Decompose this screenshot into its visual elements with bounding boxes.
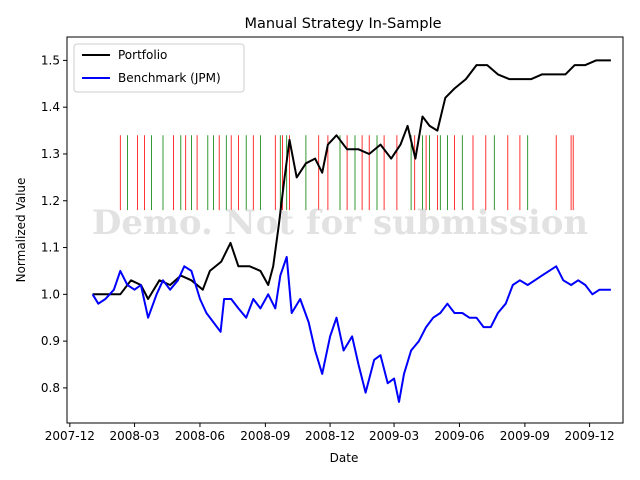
x-tick-label: 2008-12 [305, 429, 355, 443]
x-tick-label: 2009-09 [500, 429, 550, 443]
legend-portfolio-label: Portfolio [118, 48, 167, 62]
plot-background [67, 37, 623, 423]
x-tick-label: 2007-12 [45, 429, 95, 443]
plot-area: Demo. Not for submission [66, 36, 624, 424]
y-axis-label: Normalized Value [14, 178, 28, 283]
trade-markers [119, 135, 574, 211]
y-tick-label: 1.4 [41, 100, 60, 114]
series-lines [91, 59, 611, 403]
x-axis: 2007-12 2008-03 2008-06 2008-09 2008-12 2009-… [45, 423, 615, 443]
y-tick-label: 0.8 [41, 381, 60, 395]
x-tick-label: 2009-12 [565, 429, 615, 443]
x-tick-label: 2008-09 [240, 429, 290, 443]
legend-box [73, 43, 245, 93]
y-tick-label: 1.0 [41, 287, 60, 301]
x-tick-label: 2008-06 [175, 429, 225, 443]
x-axis-label: Date [330, 451, 359, 465]
chart-title: Manual Strategy In-Sample [244, 16, 441, 32]
y-axis: 0.8 0.9 1.0 1.1 1.2 1.3 1.4 1.5 [41, 53, 67, 395]
plot-frame [66, 36, 624, 424]
x-tick-label: 2009-06 [434, 429, 484, 443]
y-tick-label: 1.3 [41, 147, 60, 161]
watermark: Demo. Not for submission [92, 203, 588, 243]
y-tick-label: 0.9 [41, 334, 60, 348]
y-tick-label: 1.1 [41, 241, 60, 255]
x-tick-label: 2009-03 [369, 429, 419, 443]
y-tick-label: 1.2 [41, 194, 60, 208]
series-line-portfolio [92, 59, 611, 300]
y-tick-label: 1.5 [41, 53, 60, 67]
series-line-benchmark [91, 255, 611, 403]
x-tick-label: 2008-03 [109, 429, 159, 443]
legend: Portfolio Benchmark (JPM) [73, 43, 245, 93]
legend-benchmark-label: Benchmark (JPM) [118, 71, 221, 85]
